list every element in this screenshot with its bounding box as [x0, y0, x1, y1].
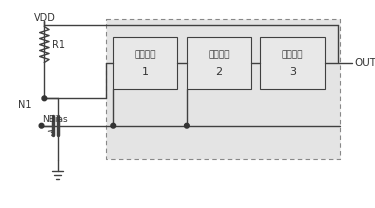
Text: R1: R1 — [52, 40, 65, 50]
Text: OUT: OUT — [354, 58, 375, 68]
Text: NBias: NBias — [42, 115, 68, 124]
Text: 延迟单元: 延迟单元 — [208, 51, 230, 60]
Text: 1: 1 — [142, 67, 149, 77]
Circle shape — [184, 123, 189, 128]
Text: 2: 2 — [215, 67, 222, 77]
Text: 3: 3 — [289, 67, 296, 77]
Text: N1: N1 — [18, 100, 32, 110]
Text: 延迟单元: 延迟单元 — [282, 51, 303, 60]
Bar — [261, 37, 325, 89]
Circle shape — [39, 123, 44, 128]
Text: VDD: VDD — [33, 13, 55, 23]
Bar — [106, 19, 340, 159]
Circle shape — [111, 123, 116, 128]
Bar — [113, 37, 177, 89]
Bar — [187, 37, 251, 89]
Circle shape — [42, 96, 47, 101]
Text: 延迟单元: 延迟单元 — [135, 51, 156, 60]
